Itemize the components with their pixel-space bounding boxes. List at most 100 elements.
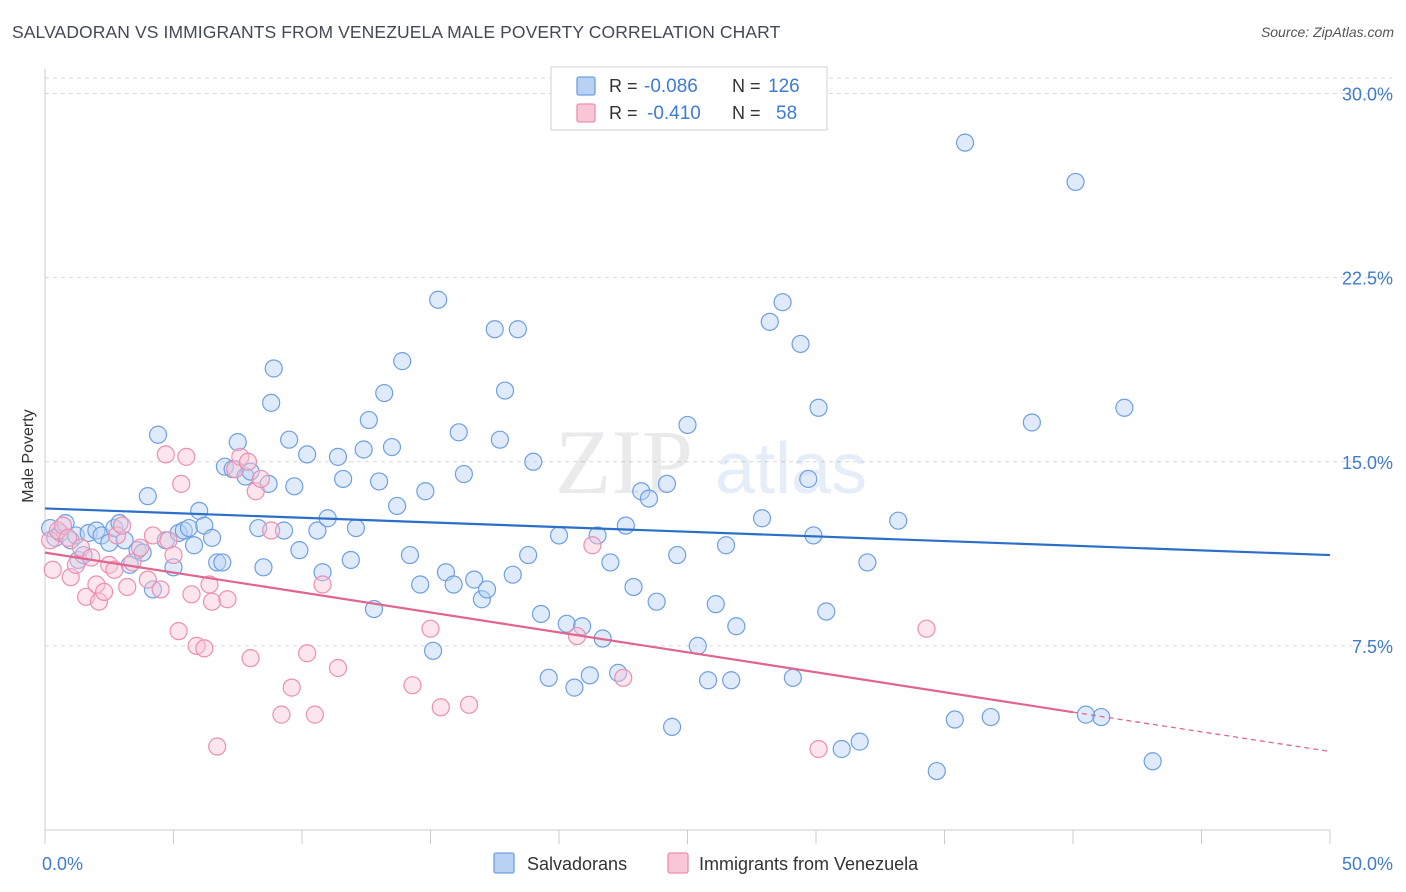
y-tick-label: 7.5%	[1352, 637, 1393, 657]
venezuela-point	[238, 452, 258, 471]
salvadoran-point	[632, 482, 651, 501]
salvadoran-point	[1143, 752, 1162, 771]
salvadoran-point	[262, 393, 281, 412]
salvadoran-point	[429, 290, 448, 309]
venezuela-point	[282, 678, 301, 697]
venezuela-point	[614, 668, 633, 687]
salvadoran-point	[264, 359, 283, 378]
salvadoran-point	[817, 602, 836, 621]
salvadoran-point	[228, 433, 247, 452]
salvadoran-point	[208, 553, 227, 572]
venezuela-point	[431, 698, 450, 717]
salvadoran-point	[416, 482, 435, 501]
salvadoran-point	[495, 381, 515, 400]
salvadoran-point	[981, 707, 1000, 727]
venezuela-point	[41, 531, 60, 550]
salvadoran-point	[716, 536, 736, 555]
x-tick-label-min: 0.0%	[42, 854, 83, 874]
salvadoran-point	[202, 528, 222, 547]
salvadoran-point	[1115, 398, 1134, 417]
salvadoran-point	[334, 469, 353, 489]
venezuela-point	[130, 538, 150, 557]
salvadoran-point	[539, 668, 558, 687]
salvadoran-point	[945, 710, 964, 729]
venezuela-point	[172, 474, 191, 493]
watermark-zip: ZIP	[555, 411, 693, 513]
salvadoran-point	[308, 521, 327, 540]
salvadoran-point	[400, 545, 420, 565]
venezuela-point	[89, 592, 109, 611]
salvadoran-point	[444, 575, 463, 594]
legend-r-value-2: -0.410	[647, 103, 701, 124]
salvadoran-point	[657, 474, 677, 493]
venezuela-point	[43, 560, 62, 579]
salvadoran-point	[662, 717, 682, 736]
venezuela-point	[218, 590, 237, 609]
salvadoran-point	[588, 526, 607, 545]
legend-n-value-2: 58	[776, 103, 797, 124]
salvadoran-point	[472, 590, 491, 609]
salvadoran-point	[370, 472, 389, 491]
venezuela-point	[202, 592, 222, 611]
salvadoran-point	[341, 550, 360, 570]
salvadoran-point	[290, 541, 309, 560]
salvadoran-point	[148, 425, 168, 444]
salvadoran-point	[274, 521, 294, 540]
salvadoran-point	[449, 423, 468, 442]
salvadoran-point	[179, 518, 199, 538]
chart-source: Source: ZipAtlas.com	[1260, 24, 1394, 40]
x-tick-labels: 0.0% 50.0%	[42, 854, 1393, 874]
data-points	[41, 133, 1162, 781]
venezuela-point	[195, 639, 214, 658]
venezuela-point	[298, 644, 317, 663]
salvadoran-point	[609, 663, 628, 682]
venezuela-point	[82, 548, 101, 567]
legend-swatch-salvadorans	[576, 76, 596, 96]
salvadoran-point	[616, 516, 635, 535]
venezuela-point	[169, 622, 188, 641]
salvadoran-point	[382, 437, 402, 457]
salvadoran-point	[485, 320, 504, 339]
axes	[44, 69, 1331, 844]
x-tick-label-max: 50.0%	[1342, 854, 1393, 874]
venezuela-point	[459, 695, 479, 714]
venezuela-point	[262, 521, 281, 540]
legend-bottom-label-venezuela: Immigrants from Venezuela	[699, 854, 919, 874]
legend-n-label-2: N =	[732, 103, 761, 123]
salvadoran-point	[809, 398, 828, 417]
salvadoran-point	[850, 732, 869, 751]
legend-r-value-1: -0.086	[644, 76, 698, 97]
legend-n-value-1: 126	[768, 76, 800, 97]
legend-bottom-swatch-venezuela	[667, 852, 689, 874]
salvadoran-point	[354, 440, 373, 459]
venezuela-trend-line	[44, 551, 1074, 714]
salvadoran-point	[549, 526, 569, 545]
venezuela-point	[917, 619, 936, 638]
salvadoran-point	[524, 452, 543, 471]
salvadoran-point	[280, 430, 299, 449]
salvadoran-point	[138, 487, 157, 506]
salvadoran-point	[254, 558, 273, 577]
y-tick-label: 30.0%	[1342, 85, 1393, 105]
venezuela-point	[151, 580, 170, 599]
legend-bottom-swatch-salvadorans	[493, 852, 515, 874]
venezuela-point	[208, 737, 227, 756]
venezuela-point	[328, 658, 348, 678]
salvadoran-point	[791, 334, 810, 354]
salvadoran-point	[727, 617, 746, 636]
venezuela-point	[156, 445, 175, 464]
salvadoran-point	[639, 489, 659, 508]
legend-top: R = -0.086 N = 126 R = -0.410 N = 58	[550, 66, 828, 131]
y-tick-labels: 7.5% 15.0% 22.5% 30.0%	[1342, 85, 1393, 657]
venezuela-point	[59, 528, 78, 547]
salvadoran-point	[454, 464, 474, 484]
venezuela-point	[241, 649, 260, 668]
chart-title: SALVADORAN VS IMMIGRANTS FROM VENEZUELA …	[12, 22, 781, 42]
venezuela-point	[182, 585, 201, 604]
salvadoran-point	[688, 636, 707, 655]
venezuela-trend-extension	[1072, 711, 1331, 753]
y-tick-label: 22.5%	[1342, 269, 1393, 289]
legend-n-label-1: N =	[732, 76, 761, 96]
legend-r-label-2: R =	[609, 103, 638, 123]
